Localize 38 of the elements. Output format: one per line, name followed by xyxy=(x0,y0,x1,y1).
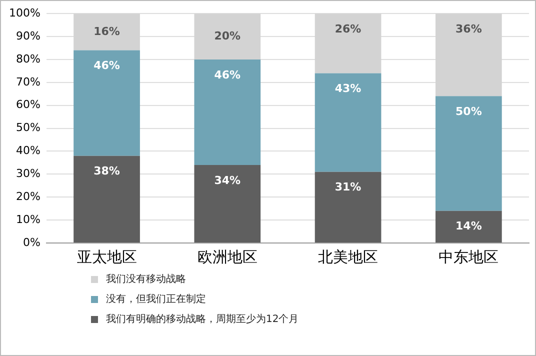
x-tick-label: 中东地区 xyxy=(438,248,499,266)
bar xyxy=(194,59,261,166)
y-tick-label: 40% xyxy=(16,144,40,158)
x-tick-label: 欧洲地区 xyxy=(197,248,258,266)
bar xyxy=(314,172,382,242)
y-tick-label: 50% xyxy=(16,121,40,134)
data-label: 50% xyxy=(456,105,482,118)
legend-label: 我们没有移动战略 xyxy=(106,272,186,286)
data-label: 31% xyxy=(334,180,362,194)
data-label: 20% xyxy=(214,29,241,42)
bar xyxy=(436,96,502,211)
legend-label: 没有，但我们正在制定 xyxy=(106,292,206,306)
y-tick-label: 60% xyxy=(16,98,40,112)
y-tick-label: 90% xyxy=(16,29,40,42)
data-label: 14% xyxy=(456,220,482,233)
x-tick-label: 北美地区 xyxy=(318,248,378,266)
legend-label: 我们有明确的移动战略，周期至少为12个月 xyxy=(106,312,299,326)
bar xyxy=(436,210,502,242)
data-label: 43% xyxy=(334,82,362,96)
data-label: 46% xyxy=(94,59,120,72)
y-tick-label: 70% xyxy=(16,75,40,88)
y-tick-label: 0% xyxy=(22,236,40,249)
y-tick-label: 80% xyxy=(16,52,40,66)
y-tick-label: 30% xyxy=(16,167,40,180)
bar xyxy=(194,165,261,242)
y-tick-label: 100% xyxy=(8,6,40,20)
y-tick-label: 10% xyxy=(16,212,40,226)
data-label: 36% xyxy=(456,22,482,36)
bar xyxy=(74,50,140,156)
bar xyxy=(74,156,140,242)
data-label: 16% xyxy=(94,24,120,38)
data-label: 34% xyxy=(214,174,241,187)
data-label: 38% xyxy=(94,164,120,178)
data-label: 26% xyxy=(334,22,362,36)
data-label: 46% xyxy=(214,68,241,82)
x-tick-label: 亚太地区 xyxy=(76,248,137,266)
y-tick-label: 20% xyxy=(16,190,40,203)
bar xyxy=(314,73,382,172)
